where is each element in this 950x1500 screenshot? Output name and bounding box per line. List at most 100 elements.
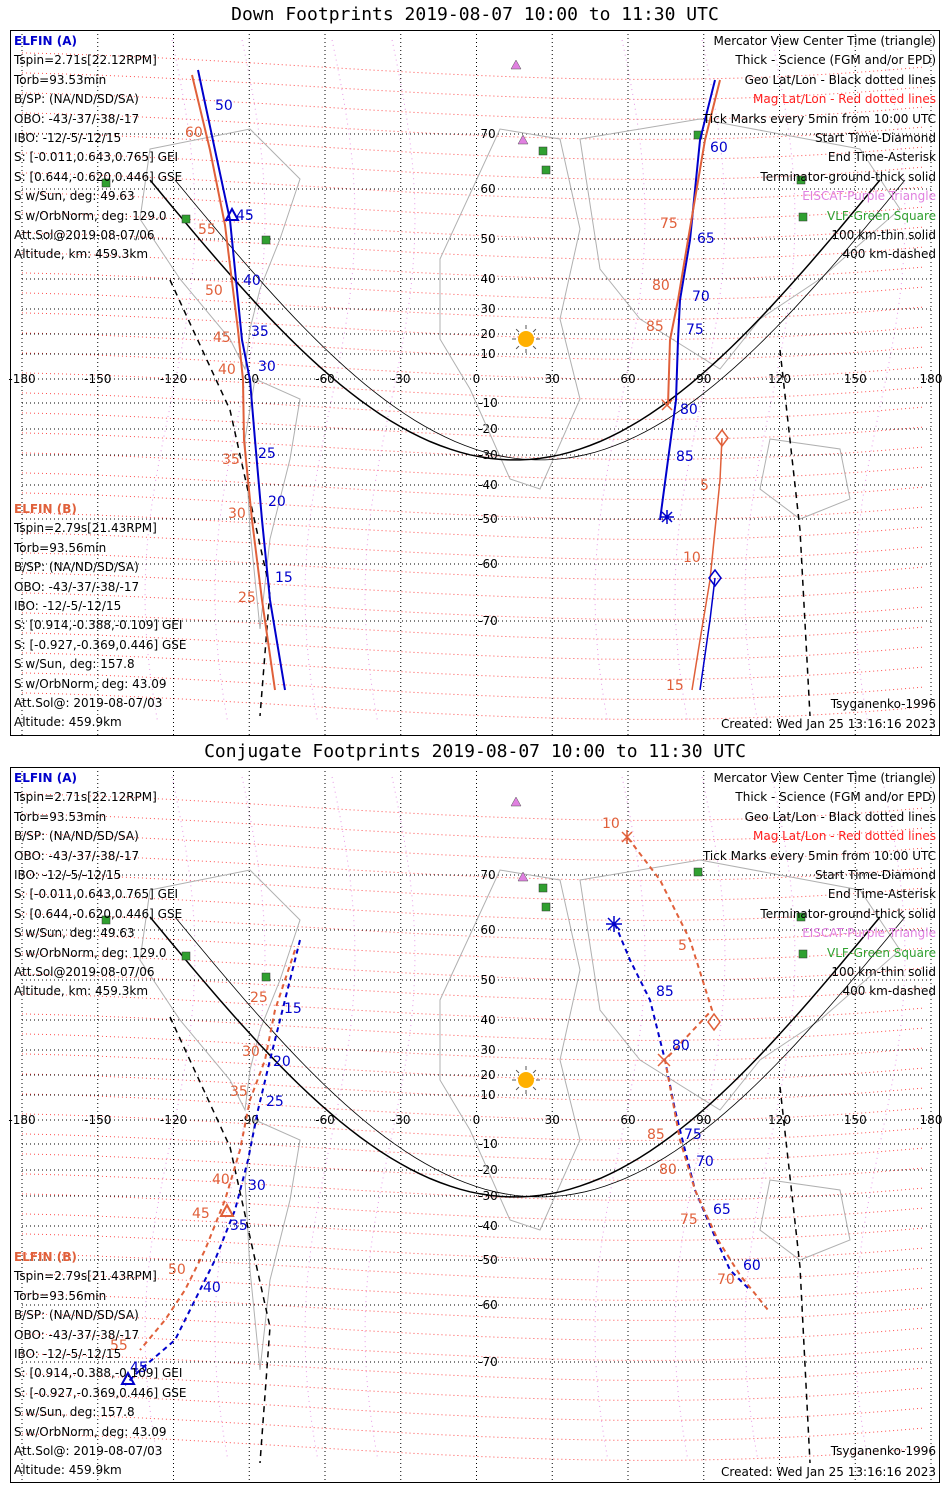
- elfin-b-track: [139, 949, 296, 1351]
- end-asterisk-icon: [660, 510, 674, 524]
- start-asterisk-icon: [621, 830, 633, 844]
- legend-line: Tick Marks every 5min from 10:00 UTC: [702, 111, 936, 126]
- mag-lon-line: [304, 39, 356, 721]
- tick-label: 85: [646, 319, 664, 335]
- lat-label: -10: [478, 396, 498, 410]
- tick-label: 5: [700, 478, 709, 494]
- elfin-b-track: [627, 837, 769, 1311]
- mag-lon-line: [304, 776, 356, 1458]
- info-line: S: [0.644,-0.620,0.446] GSE: [14, 906, 183, 921]
- lat-label: 40: [480, 272, 495, 286]
- tick-label: 35: [222, 452, 240, 468]
- tick-label: 65: [697, 231, 715, 247]
- terminator-400km-line: [779, 349, 811, 717]
- tick-label: 80: [680, 402, 698, 418]
- vlf-square-icon: [693, 867, 703, 877]
- vlf-square-icon: [261, 235, 271, 245]
- vlf-square-icon: [796, 912, 806, 922]
- coastline: [244, 1119, 301, 1371]
- info-line: S: [0.914,-0.388,-0.109] GEI: [14, 618, 183, 633]
- vlf-square-icon: [541, 165, 551, 175]
- start-diamond-icon: [707, 1012, 721, 1032]
- info-line: IBO: -12/-5/-12/15: [14, 1347, 122, 1362]
- mag-lon-line: [744, 776, 796, 1458]
- tick-label: 45: [213, 330, 231, 346]
- mag-lat-line: [21, 272, 923, 300]
- panel-title-conjugate: Conjugate Footprints 2019-08-07 10:00 to…: [204, 741, 746, 762]
- info-line: S w/Sun, deg: 49.63: [14, 189, 135, 204]
- vlf-square-icon: [798, 212, 808, 222]
- info-line: Tspin=2.79s[21.43RPM]: [14, 521, 157, 536]
- tick-label: 45: [192, 1206, 210, 1222]
- info-line: S: [-0.011,0.643,0.765] GEI: [14, 887, 179, 902]
- tick-label: 75: [660, 216, 678, 232]
- lat-label: 10: [480, 1088, 495, 1102]
- elfin-b-info: ELFIN (B) Tspin=2.79s[21.43RPM] Torb=93.56…: [14, 1248, 187, 1481]
- elfin-b-track: [691, 437, 723, 691]
- info-line: OBO: -43/-37/-38/-17: [14, 848, 140, 863]
- info-line: B/SP: (NA/ND/SD/SA): [14, 92, 139, 107]
- info-line: ELFIN (B): [14, 502, 77, 516]
- info-line: S w/OrbNorm, deg: 129.0: [14, 208, 167, 223]
- mag-lat-line: [21, 1053, 923, 1081]
- tick-label: 60: [185, 125, 203, 141]
- vlf-square-icon: [101, 915, 111, 925]
- lon-label: -60: [315, 372, 335, 386]
- eiscat-triangle-icon: [517, 871, 529, 882]
- terminator-400km-line: [779, 1086, 811, 1464]
- info-line: S: [-0.927,-0.369,0.446] GSE: [14, 1385, 187, 1400]
- lon-label: 180: [920, 1113, 943, 1127]
- coastline: [759, 438, 851, 520]
- info-line: OBO: -43/-37/-38/-17: [14, 1327, 140, 1342]
- info-line: IBO: -12/-5/-12/15: [14, 868, 122, 883]
- mag-lon-line: [214, 39, 266, 721]
- lat-label: 50: [480, 973, 495, 987]
- info-line: B/SP: (NA/ND/SD/SA): [14, 829, 139, 844]
- info-line: OBO: -43/-37/-38/-17: [14, 111, 140, 126]
- lat-label: -70: [478, 614, 498, 628]
- mag-lon-line: [674, 39, 726, 721]
- coastline: [579, 118, 901, 370]
- info-line: S: [0.914,-0.388,-0.109] GEI: [14, 1366, 183, 1381]
- lat-label: -10: [478, 1137, 498, 1151]
- panel-conjugate: [10, 767, 940, 1483]
- lon-label: 30: [545, 372, 560, 386]
- tick-label: 35: [251, 324, 269, 340]
- center-time-triangle-icon: [120, 1370, 136, 1385]
- legend-line: Geo Lat/Lon - Black dotted lines: [744, 809, 936, 824]
- tick-label: 25: [258, 446, 276, 462]
- lat-label: 50: [480, 232, 495, 246]
- info-line: Torb=93.56min: [14, 1288, 107, 1303]
- lat-label: -70: [478, 1355, 498, 1369]
- tick-label: 15: [284, 1001, 302, 1017]
- tick-label: 50: [205, 283, 223, 299]
- legend-line: Mercator View Center Time (triangle): [713, 34, 936, 48]
- tick-label: 80: [659, 1162, 677, 1178]
- coastline: [439, 869, 581, 1231]
- end-asterisk-icon: [661, 399, 673, 411]
- lon-label: 90: [696, 1113, 711, 1127]
- tick-label: 80: [672, 1038, 690, 1054]
- lon-label: 150: [844, 372, 867, 386]
- vlf-square-icon: [538, 883, 548, 893]
- mag-lat-line: [21, 1033, 923, 1061]
- tick-label: 85: [647, 1127, 665, 1143]
- terminator-400km-line: [169, 1016, 271, 1464]
- lon-label: -120: [160, 1113, 187, 1127]
- info-line: S w/Sun, deg: 157.8: [14, 1405, 135, 1420]
- info-line: ELFIN (B): [14, 1250, 77, 1264]
- tick-label: 35: [230, 1218, 248, 1234]
- tick-label: 10: [602, 816, 620, 832]
- info-line: S: [-0.011,0.643,0.765] GEI: [14, 150, 179, 165]
- mag-lon-line: [744, 39, 796, 721]
- lon-label: 120: [768, 372, 791, 386]
- tick-label: 40: [203, 1280, 221, 1296]
- info-line: ELFIN (A): [14, 771, 77, 785]
- elfin-a-track: [659, 79, 716, 521]
- info-line: Tspin=2.71s[22.12RPM]: [14, 53, 157, 68]
- tick-label: 75: [684, 1127, 702, 1143]
- mag-lat-line: [21, 1153, 923, 1181]
- sun-icon: [518, 1072, 534, 1088]
- tick-label: 70: [717, 1272, 735, 1288]
- sun-ray: [532, 1086, 537, 1091]
